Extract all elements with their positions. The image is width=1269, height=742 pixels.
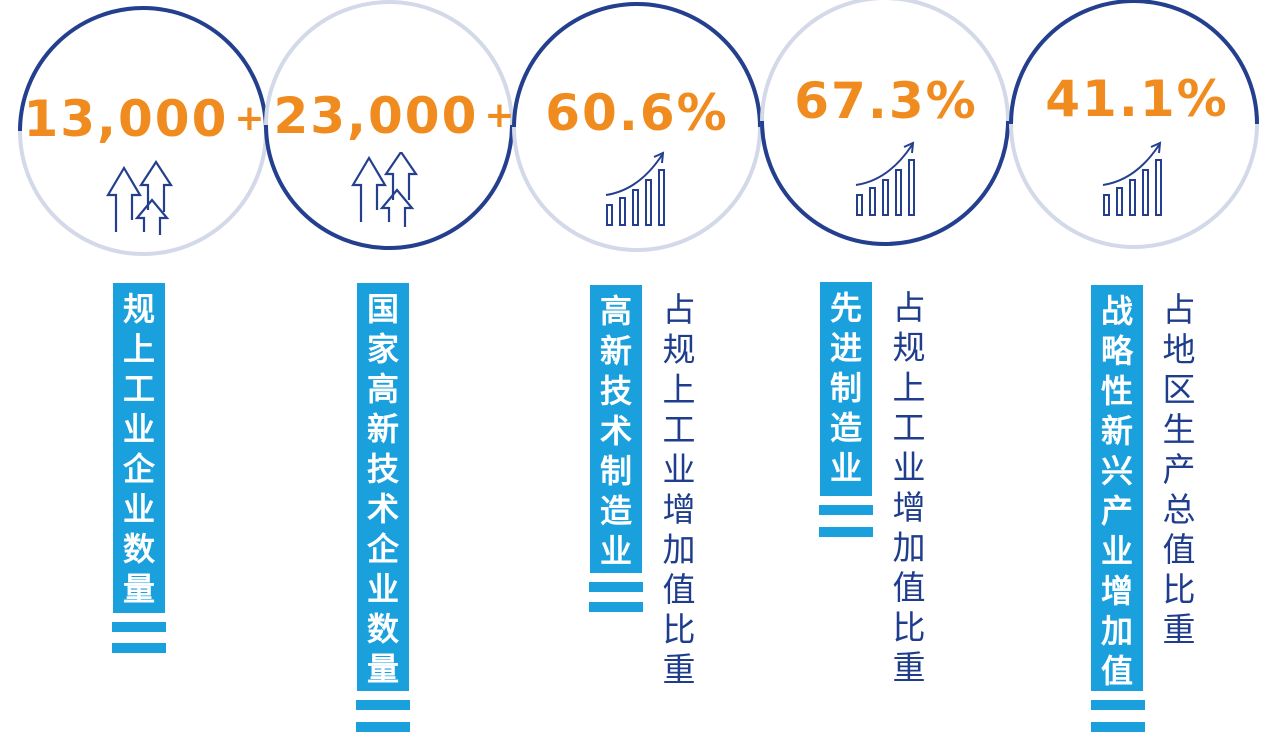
growth-bars-icon bbox=[605, 151, 665, 226]
stat-description-5: 占地区生产总值比重 bbox=[1162, 290, 1196, 649]
stat-description-4: 占规上工业增加值比重 bbox=[892, 288, 926, 687]
decor-bar bbox=[112, 622, 166, 632]
up-arrows-icon bbox=[351, 152, 419, 227]
decor-bar bbox=[1091, 700, 1145, 710]
stat-value-3: 60.6% bbox=[545, 84, 729, 142]
decor-bar bbox=[356, 700, 410, 710]
stat-value-1: 13,000 + bbox=[23, 90, 267, 148]
stat-value-2: 23,000 + bbox=[273, 87, 517, 145]
stat-label-1: 规上工业企业数量 bbox=[113, 283, 165, 613]
stat-description-3: 占规上工业增加值比重 bbox=[662, 290, 696, 689]
ring-3-arc bbox=[512, 2, 762, 128]
ring-5-arc bbox=[1009, 0, 1259, 125]
decor-bar bbox=[589, 602, 643, 612]
stat-value-4: 67.3% bbox=[794, 72, 978, 130]
ring-2-arc bbox=[264, 124, 514, 250]
stat-value-5: 41.1% bbox=[1045, 70, 1229, 128]
decor-bar bbox=[589, 582, 643, 592]
decor-bar bbox=[819, 505, 873, 515]
decor-bar bbox=[112, 643, 166, 653]
up-arrows-icon bbox=[106, 160, 174, 235]
stat-label-2: 国家高新技术企业数量 bbox=[357, 283, 409, 691]
stat-label-4: 先进制造业 bbox=[820, 282, 872, 496]
growth-bars-icon bbox=[855, 141, 915, 216]
ring-1-arc bbox=[18, 6, 268, 132]
ring-4-arc bbox=[760, 120, 1010, 246]
stat-label-3: 高新技术制造业 bbox=[590, 285, 642, 573]
stat-label-5: 战略性新兴产业增加值 bbox=[1091, 285, 1143, 691]
growth-bars-icon bbox=[1102, 141, 1162, 216]
decor-bar bbox=[819, 527, 873, 537]
decor-bar bbox=[1091, 722, 1145, 732]
decor-bar bbox=[356, 722, 410, 732]
